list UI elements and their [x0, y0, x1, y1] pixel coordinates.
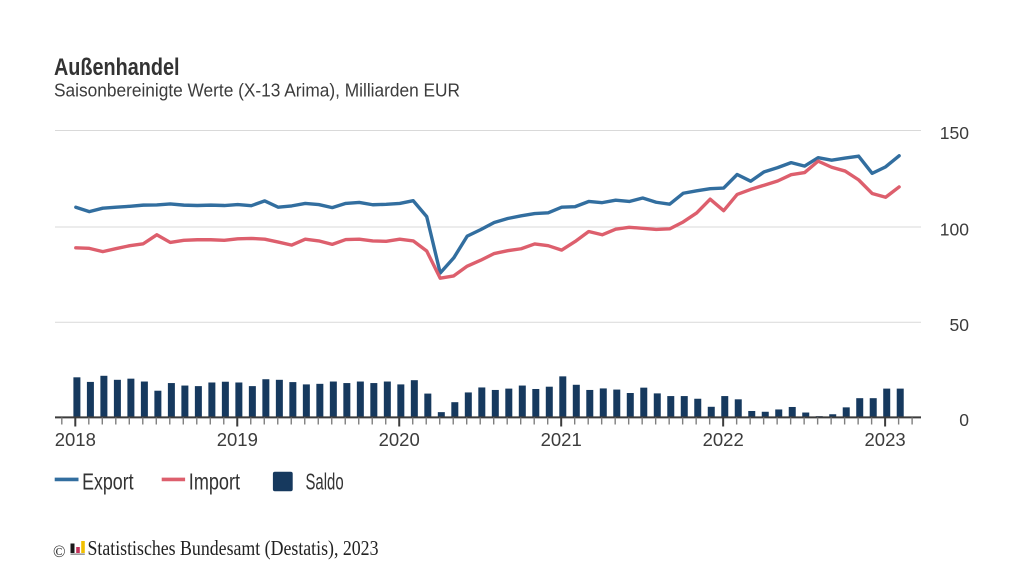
svg-text:©: ©	[53, 542, 66, 561]
svg-text:Saldo: Saldo	[306, 468, 344, 494]
svg-text:100: 100	[940, 220, 969, 240]
svg-text:2021: 2021	[541, 429, 582, 450]
svg-text:Export: Export	[82, 468, 134, 494]
svg-text:2020: 2020	[379, 429, 420, 450]
svg-text:Import: Import	[189, 468, 241, 494]
svg-text:Saisonbereinigte Werte (X-13 A: Saisonbereinigte Werte (X-13 Arima), Mil…	[54, 79, 460, 100]
svg-text:Außenhandel: Außenhandel	[54, 54, 180, 81]
svg-text:50: 50	[950, 315, 970, 335]
svg-text:2023: 2023	[865, 429, 906, 450]
svg-text:2022: 2022	[703, 429, 744, 450]
svg-text:Statistisches Bundesamt (Desta: Statistisches Bundesamt (Destatis), 2023	[88, 536, 379, 560]
svg-text:2018: 2018	[55, 429, 96, 450]
svg-text:150: 150	[940, 123, 969, 143]
svg-text:0: 0	[959, 410, 969, 430]
svg-text:2019: 2019	[217, 429, 258, 450]
